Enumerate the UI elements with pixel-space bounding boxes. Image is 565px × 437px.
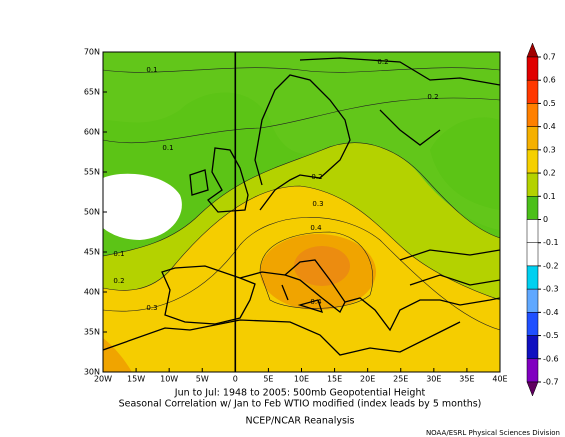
- colorbar-label: -0.5: [543, 331, 559, 340]
- colorbar-label: 0.5: [543, 99, 556, 108]
- contour-label: 0.3: [312, 200, 323, 208]
- lat-tick-label: 30N: [84, 368, 100, 377]
- lon-tick-label: 5W: [196, 375, 209, 384]
- colorbar-segment: [526, 219, 539, 243]
- colorbar-segment: [526, 242, 539, 267]
- contour: [103, 142, 500, 257]
- source: NCEP/NCAR Reanalysis: [245, 416, 354, 427]
- colorbar-label: 0: [543, 215, 548, 224]
- lon-tick-label: 40E: [492, 375, 507, 384]
- colorbar-segment: [526, 79, 539, 104]
- lat-tick-label: 50N: [84, 208, 100, 217]
- lon-tick-label: 25E: [393, 375, 408, 384]
- colorbar-label: 0.4: [543, 122, 556, 131]
- lat-tick-label: 60N: [84, 128, 100, 137]
- colorbar-segment: [526, 149, 539, 174]
- colorbar-label: 0.7: [543, 53, 556, 62]
- contour-label: 0.4: [310, 224, 322, 232]
- contour-label: 0.2: [427, 93, 438, 101]
- colorbar-label: -0.3: [543, 285, 559, 294]
- credit: NOAA/ESRL Physical Sciences Division: [426, 429, 560, 437]
- colorbar-segment: [526, 335, 539, 360]
- colorbar-segment: [526, 265, 539, 290]
- colorbar-label: -0.2: [543, 261, 559, 270]
- field-01b: [103, 52, 500, 230]
- caption: Seasonal Correlation w/ Jan to Feb WTIO …: [119, 399, 482, 410]
- lat-tick-label: 55N: [84, 168, 100, 177]
- contour: [103, 97, 500, 144]
- contour-label: 0.2: [311, 173, 322, 181]
- contour: [103, 217, 500, 331]
- colorbar-segment: [526, 358, 539, 383]
- lon-tick-label: 10W: [160, 375, 178, 384]
- coastline: [161, 265, 286, 325]
- lon-tick-label: 20E: [360, 375, 375, 384]
- lat-tick-label: 70N: [84, 48, 100, 57]
- field-0: [103, 173, 182, 240]
- caption: Jun to Jul: 1948 to 2005: 500mb Geopoten…: [174, 388, 426, 399]
- colorbar-triangle: [526, 42, 539, 58]
- lon-tick-label: 15E: [327, 375, 342, 384]
- colorbar-segment: [526, 312, 539, 336]
- lat-tick-label: 35N: [84, 328, 100, 337]
- colorbar-label: -0.1: [543, 238, 559, 247]
- lon-tick-label: 35E: [459, 375, 474, 384]
- contour-label: 0.2: [377, 58, 388, 66]
- lon-tick-label: 20W: [94, 375, 112, 384]
- contour-label: 0.1: [162, 144, 173, 152]
- colorbar-label: 0.6: [543, 76, 556, 85]
- colorbar-label: 0.1: [543, 192, 556, 201]
- contour: [103, 185, 500, 301]
- lat-tick-label: 40N: [84, 288, 100, 297]
- lat-tick-label: 65N: [84, 88, 100, 97]
- coastline: [399, 249, 500, 286]
- colorbar-label: 0.2: [543, 169, 556, 178]
- lat-tick-label: 45N: [84, 248, 100, 257]
- colorbar-segment: [526, 126, 539, 151]
- contour-label: 0.3: [146, 304, 157, 312]
- field: [103, 52, 500, 372]
- colorbar-segment: [526, 196, 539, 220]
- colorbar-segment: [526, 288, 539, 313]
- colorbar-label: -0.4: [543, 308, 559, 317]
- field-04-corner: [103, 338, 132, 372]
- contour-label: 0.1: [146, 66, 157, 74]
- lon-tick-label: 15W: [127, 375, 145, 384]
- contour-label: 0.2: [113, 277, 124, 285]
- colorbar-segment: [526, 172, 539, 197]
- contour-label: 0.4: [310, 298, 322, 306]
- colorbar-segment: [526, 56, 539, 81]
- colorbar-label: 0.3: [543, 145, 556, 154]
- colorbar-segment: [526, 103, 539, 127]
- field-05: [294, 246, 350, 286]
- contour-label: 0.1: [113, 250, 124, 258]
- contour: [103, 67, 500, 73]
- coastline: [103, 297, 500, 356]
- coastline: [254, 57, 500, 211]
- lon-tick-label: 5E: [263, 375, 273, 384]
- lon-tick-label: 0: [233, 375, 238, 384]
- colorbar-label: -0.7: [543, 378, 559, 387]
- lon-tick-label: 30E: [426, 375, 441, 384]
- lon-tick-label: 10E: [294, 375, 309, 384]
- colorbar-label: -0.6: [543, 354, 559, 363]
- colorbar-triangle: [526, 381, 539, 397]
